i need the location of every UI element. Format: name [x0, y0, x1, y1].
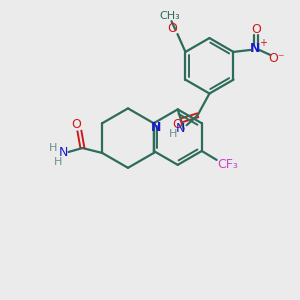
Text: N: N	[176, 122, 185, 135]
Text: H: H	[53, 157, 62, 167]
Text: H: H	[49, 143, 57, 153]
Text: O: O	[172, 118, 182, 131]
Text: +: +	[259, 38, 267, 48]
Text: N: N	[250, 42, 260, 56]
Text: CH₃: CH₃	[159, 11, 180, 21]
Text: N: N	[59, 146, 68, 160]
Text: CF₃: CF₃	[217, 158, 238, 171]
Text: O: O	[251, 22, 261, 36]
Text: O: O	[168, 22, 178, 34]
Text: O: O	[71, 118, 81, 131]
Text: N: N	[151, 121, 161, 134]
Text: H: H	[169, 129, 177, 139]
Text: O⁻: O⁻	[268, 52, 284, 65]
